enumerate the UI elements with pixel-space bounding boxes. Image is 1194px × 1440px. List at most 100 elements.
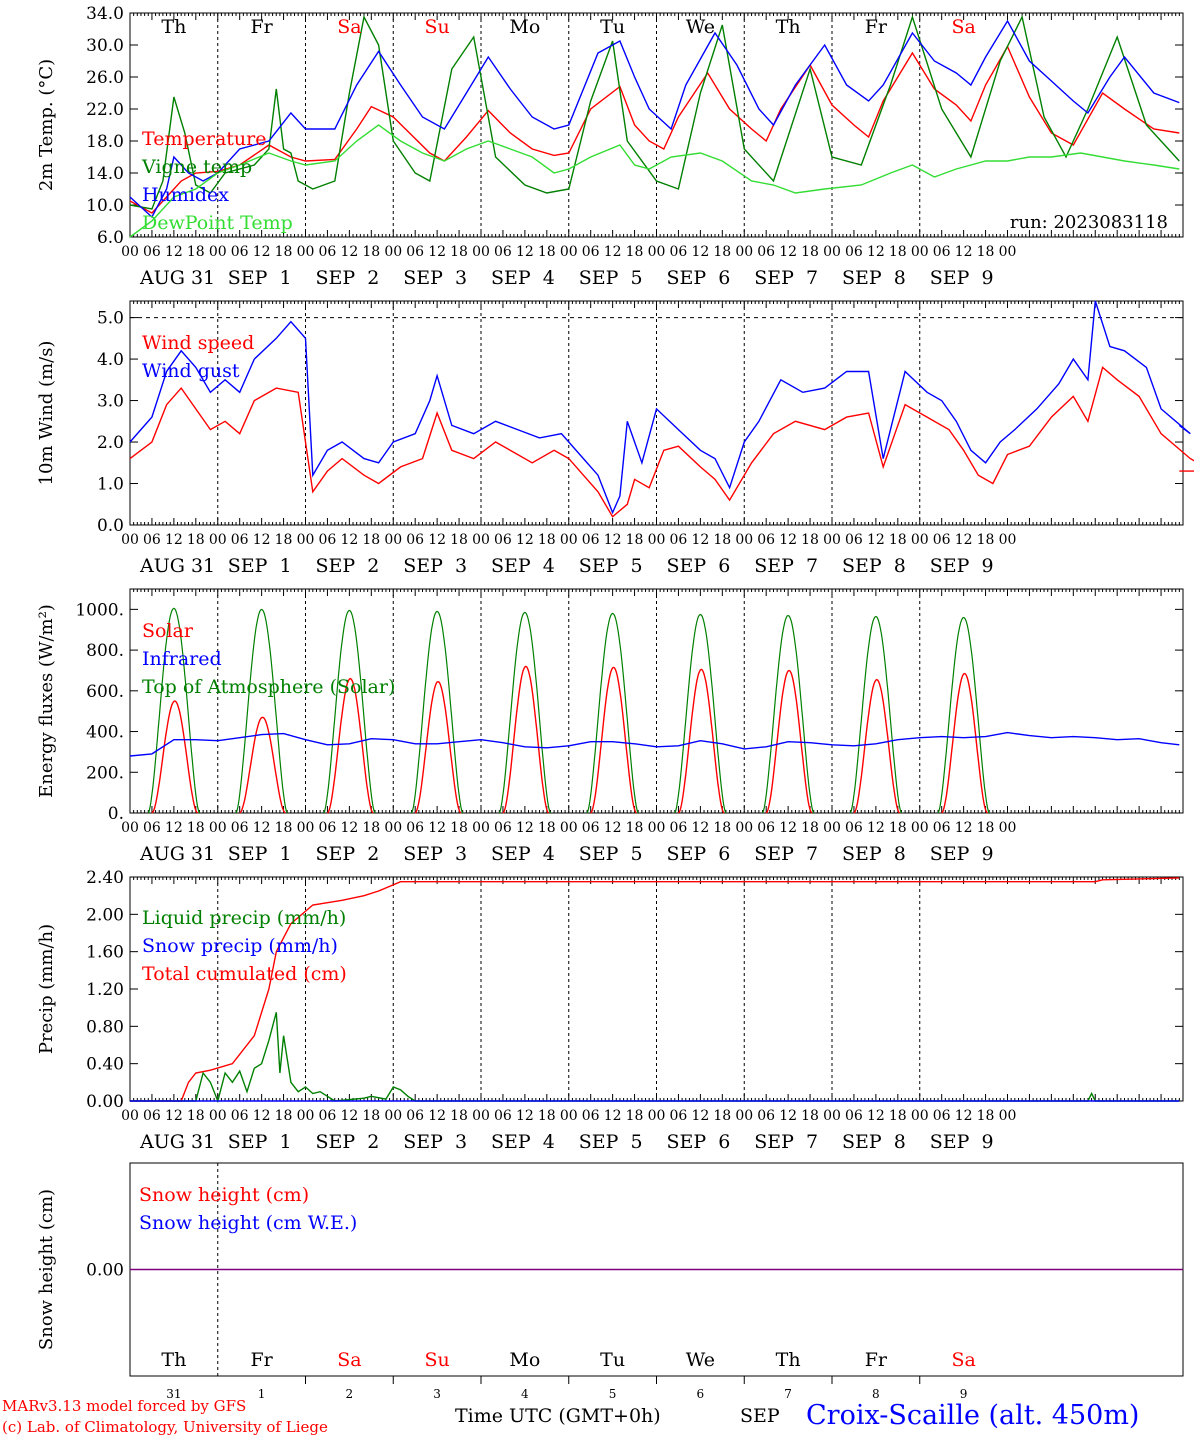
hour-tick-label: 06 [845,820,863,836]
hour-tick-label: 12 [428,244,446,260]
hour-tick-label: 18 [977,820,995,836]
hour-tick-label: 12 [516,532,534,548]
hour-tick-label: 12 [165,820,183,836]
hour-tick-label: 06 [582,244,600,260]
hour-tick-label: 00 [999,1108,1017,1124]
hour-tick-label: 18 [626,820,644,836]
day-name-label: Mo [509,16,540,38]
y-axis-label: 2m Temp. (°C) [36,59,57,191]
legend-entry: Solar [142,620,194,642]
y-tick-label: 0. [108,804,124,824]
hour-tick-label: 00 [735,1108,753,1124]
hour-tick-label: 18 [450,532,468,548]
y-tick-label: 400. [86,723,124,743]
hour-tick-label: 12 [955,1108,973,1124]
day-name-label: We [686,16,715,38]
hour-tick-label: 18 [801,532,819,548]
day-number-label: 6 [697,1387,705,1401]
hour-tick-label: 18 [713,532,731,548]
station-title: Croix-Scaille (alt. 450m) [806,1400,1140,1431]
day-number-label: 8 [872,1387,880,1401]
hour-tick-label: 12 [604,244,622,260]
hour-tick-label: 12 [691,532,709,548]
day-name-label: Mo [509,1349,540,1371]
toa-solar-curve [498,611,552,814]
y-tick-label: 22.0 [86,100,124,120]
solar-curve [941,672,988,814]
hour-tick-label: 18 [626,244,644,260]
hour-tick-label: 00 [648,532,666,548]
hour-tick-label: 06 [757,244,775,260]
date-label: SEP 5 [579,1131,643,1153]
hour-tick-label: 00 [999,532,1017,548]
hour-tick-label: 12 [955,820,973,836]
y-tick-label: 1.60 [86,943,124,963]
date-label: SEP 1 [228,267,292,289]
hour-tick-label: 06 [319,820,337,836]
hour-tick-label: 00 [911,532,929,548]
hour-tick-label: 12 [867,244,885,260]
hour-tick-label: 06 [494,820,512,836]
hour-tick-label: 12 [691,244,709,260]
hour-tick-label: 00 [121,820,139,836]
date-label: SEP 9 [930,843,994,865]
hour-tick-label: 06 [582,532,600,548]
day-name-label: Tu [600,1349,625,1371]
hour-tick-label: 12 [691,1108,709,1124]
y-tick-label: 0.0 [97,516,124,536]
y-tick-label: 200. [86,763,124,783]
hour-tick-label: 06 [231,532,249,548]
hour-tick-label: 06 [494,1108,512,1124]
date-label: SEP 3 [403,1131,467,1153]
date-label: SEP 1 [228,1131,292,1153]
hour-tick-label: 12 [691,820,709,836]
hour-tick-label: 06 [933,820,951,836]
date-label: AUG 31 [139,1131,215,1153]
hour-tick-label: 18 [275,532,293,548]
run-label: run: 2023083118 [1010,212,1168,233]
hour-tick-label: 12 [340,532,358,548]
date-label: SEP 2 [316,267,380,289]
hour-tick-label: 06 [757,1108,775,1124]
series-line-temperature [129,45,1180,214]
date-label: SEP 8 [842,843,906,865]
hour-tick-label: 12 [955,532,973,548]
legend-entry: Humidex [142,184,229,206]
hour-tick-label: 18 [713,244,731,260]
toa-solar-curve [761,614,815,814]
date-label: SEP 4 [491,267,555,289]
y-tick-label: 5.0 [97,309,124,329]
solar-curve [326,677,374,814]
series-line-dewpoint-temp [129,124,1180,238]
hour-tick-label: 12 [604,1108,622,1124]
date-label: SEP 6 [667,1131,731,1153]
date-label: SEP 1 [228,843,292,865]
hour-tick-label: 18 [187,532,205,548]
hour-tick-label: 06 [319,244,337,260]
hour-tick-label: 06 [231,820,249,836]
date-label: SEP 4 [491,555,555,577]
hour-tick-label: 18 [187,244,205,260]
hour-tick-label: 12 [867,1108,885,1124]
day-name-label: Fr [250,1349,273,1371]
hour-tick-label: 00 [384,244,402,260]
hour-tick-label: 18 [362,244,380,260]
hour-tick-label: 06 [406,244,424,260]
day-name-label: Sa [951,1349,975,1371]
hour-tick-label: 12 [779,532,797,548]
y-tick-label: 2.0 [97,433,124,453]
hour-tick-label: 00 [999,820,1017,836]
hour-tick-label: 12 [867,532,885,548]
hour-tick-label: 18 [889,1108,907,1124]
hour-tick-label: 00 [560,532,578,548]
hour-tick-label: 00 [209,820,227,836]
solar-curve [502,665,550,814]
hour-tick-label: 18 [450,1108,468,1124]
hour-tick-label: 12 [516,820,534,836]
y-tick-label: 2.00 [86,905,124,925]
hour-tick-label: 06 [494,532,512,548]
panel-frame [129,12,1184,238]
toa-solar-curve [323,609,376,814]
toa-solar-curve [937,616,990,814]
date-label: SEP 2 [316,1131,380,1153]
